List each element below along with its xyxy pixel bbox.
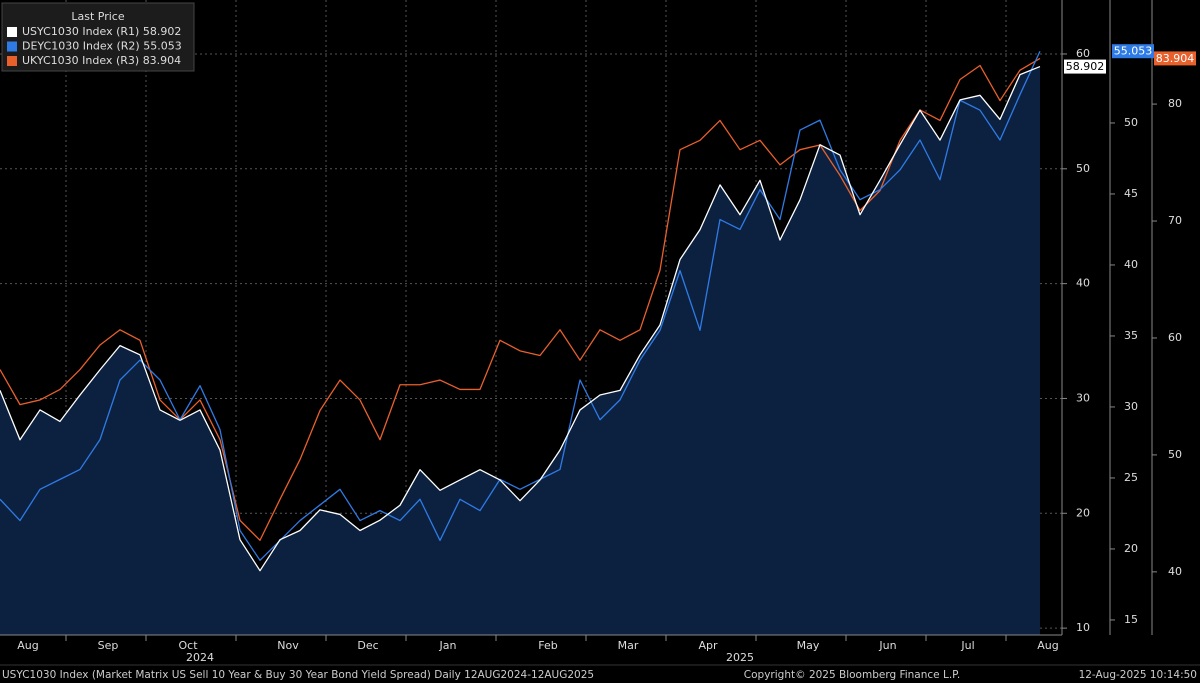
line — [0, 65, 1041, 572]
x-tick-label: May — [797, 639, 820, 652]
y-tick-label: 50 — [1076, 162, 1090, 175]
legend-box — [1, 2, 195, 72]
x-group-label: 2025 — [726, 651, 754, 664]
y-tick-label: 50 — [1124, 116, 1138, 129]
last-value-label: 55.053 — [1114, 45, 1153, 58]
footer-center: Copyright© 2025 Bloomberg Finance L.P. — [744, 669, 960, 681]
x-tick-label: Mar — [618, 639, 639, 652]
plot-area — [0, 0, 1062, 635]
footer-right: 12-Aug-2025 10:14:50 — [1079, 669, 1197, 681]
legend-swatch — [7, 27, 17, 37]
area — [0, 66, 1040, 635]
legend-name: DEYC1030 Index — [22, 40, 113, 53]
y-tick-label: 40 — [1168, 565, 1182, 578]
y-tick-label: 30 — [1124, 400, 1138, 413]
line — [0, 50, 1041, 561]
legend-axis-label: (R1) — [116, 25, 139, 38]
y-tick-label: 20 — [1076, 506, 1090, 519]
legend-name: UKYC1030 Index — [22, 54, 113, 67]
legend-last-value: 58.902 — [143, 25, 182, 38]
y-tick-label: 35 — [1124, 329, 1138, 342]
last-value-tag — [1112, 44, 1154, 59]
legend-label: USYC1030 Index (R1) 58.902 — [22, 25, 181, 38]
legend-last-value: 83.904 — [143, 54, 182, 67]
legend-swatch — [7, 41, 17, 52]
y-tick-label: 20 — [1124, 542, 1138, 555]
x-tick-label: Aug — [17, 639, 38, 652]
y-tick-label: 60 — [1168, 331, 1182, 344]
legend-axis-label: (R3) — [116, 54, 139, 67]
x-tick-label: Jul — [960, 639, 974, 652]
x-tick-label: Aug — [1037, 639, 1058, 652]
legend: Last Price USYC1030 Index (R1) 58.902 DEY… — [1, 2, 195, 72]
legend-title: Last Price — [71, 10, 124, 23]
legend-label: UKYC1030 Index (R3) 83.904 — [22, 54, 181, 67]
y-tick-label: 80 — [1168, 97, 1182, 110]
x-group-label: 2024 — [186, 651, 214, 664]
x-tick-label: Apr — [698, 639, 718, 652]
legend-last-value: 55.053 — [143, 40, 182, 53]
y-tick-label: 50 — [1168, 448, 1182, 461]
y-tick-label: 70 — [1168, 214, 1182, 227]
legend-name: USYC1030 Index — [22, 25, 113, 38]
last-value-tag — [1064, 59, 1106, 74]
y-tick-label: 45 — [1124, 187, 1138, 200]
y-tick-label: 30 — [1076, 391, 1090, 404]
x-tick-label: Dec — [357, 639, 378, 652]
last-value-label: 83.904 — [1156, 52, 1195, 65]
y-tick-label: 10 — [1076, 621, 1090, 634]
y-tick-label: 25 — [1124, 471, 1138, 484]
footer-left: USYC1030 Index (Market Matrix US Sell 10… — [2, 669, 594, 681]
y-tick-label: 40 — [1076, 277, 1090, 290]
x-tick-label: Nov — [277, 639, 299, 652]
legend-axis-label: (R2) — [117, 40, 140, 53]
x-tick-label: Jan — [439, 639, 457, 652]
legend-label: DEYC1030 Index (R2) 55.053 — [22, 40, 182, 53]
y-tick-label: 15 — [1124, 613, 1138, 626]
last-value-label: 58.902 — [1066, 60, 1105, 73]
y-tick-label: 60 — [1076, 47, 1090, 60]
x-tick-label: Jun — [878, 639, 896, 652]
y-tick-label: 40 — [1124, 258, 1138, 271]
legend-swatch — [7, 56, 17, 66]
x-tick-label: Sep — [98, 639, 119, 652]
last-value-tag — [1154, 51, 1196, 66]
x-tick-label: Feb — [538, 639, 557, 652]
x-tick-label: Oct — [178, 639, 198, 652]
